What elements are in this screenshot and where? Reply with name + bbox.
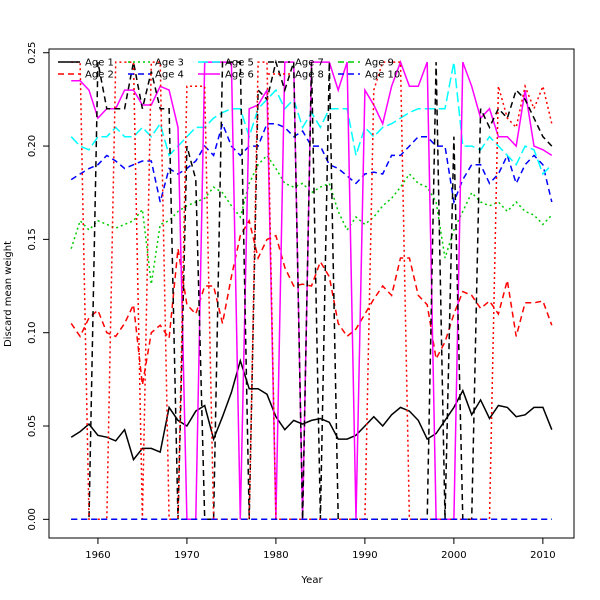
legend-item-age-2: Age 2: [58, 70, 114, 81]
y-tick-label: 0.00: [27, 508, 38, 530]
x-tick-label: 1960: [85, 550, 110, 561]
x-tick-label: 1980: [263, 550, 288, 561]
y-tick-label: 0.25: [27, 42, 38, 64]
legend-label: Age 9: [365, 58, 394, 69]
legend-item-age-3: Age 3: [128, 58, 184, 69]
legend-label: Age 4: [155, 70, 184, 81]
plot-frame: [48, 48, 575, 539]
legend-item-age-10: Age 10: [338, 70, 400, 81]
legend-label: Age 10: [365, 70, 400, 81]
legend-item-age-6: Age 6: [198, 70, 254, 81]
legend-item-age-5: Age 5: [198, 58, 254, 69]
legend-label: Age 3: [155, 58, 184, 69]
legend-item-age-7: Age 7: [268, 58, 324, 69]
x-tick-label: 1990: [352, 550, 377, 561]
legend-label: Age 6: [225, 70, 254, 81]
legend-label: Age 2: [85, 70, 114, 81]
y-tick-label: 0.15: [27, 228, 38, 250]
legend-item-age-8: Age 8: [268, 70, 324, 81]
y-axis: 0.00 0.05 0.10 0.15 0.20 0.25: [27, 42, 50, 530]
legend-label: Age 7: [295, 58, 324, 69]
y-tick-label: 0.05: [27, 415, 38, 437]
x-axis: 1960 1970 1980 1990 2000 2010: [85, 537, 556, 561]
series-layer: [70, 59, 553, 521]
legend-item-age-9: Age 9: [338, 58, 394, 69]
x-tick-label: 1970: [174, 550, 199, 561]
series-line-age-4: [70, 121, 553, 205]
series-line-age-5: [70, 61, 553, 176]
x-axis-title: Year: [300, 575, 323, 586]
x-tick-label: 2000: [441, 550, 466, 561]
series-line-age-2: [70, 218, 553, 386]
legend-label: Age 1: [85, 58, 114, 69]
y-axis-title: Discard mean weight: [3, 241, 14, 347]
legend-item-age-1: Age 1: [58, 58, 114, 69]
series-line-age-3: [70, 154, 553, 285]
y-tick-label: 0.20: [27, 135, 38, 157]
legend-item-age-4: Age 4: [128, 70, 184, 81]
x-tick-label: 2010: [530, 550, 555, 561]
series-line-age-7: [71, 59, 553, 521]
y-tick-label: 0.10: [27, 322, 38, 344]
series-line-age-1: [70, 358, 553, 462]
legend-label: Age 8: [295, 70, 324, 81]
legend-label: Age 5: [225, 58, 254, 69]
